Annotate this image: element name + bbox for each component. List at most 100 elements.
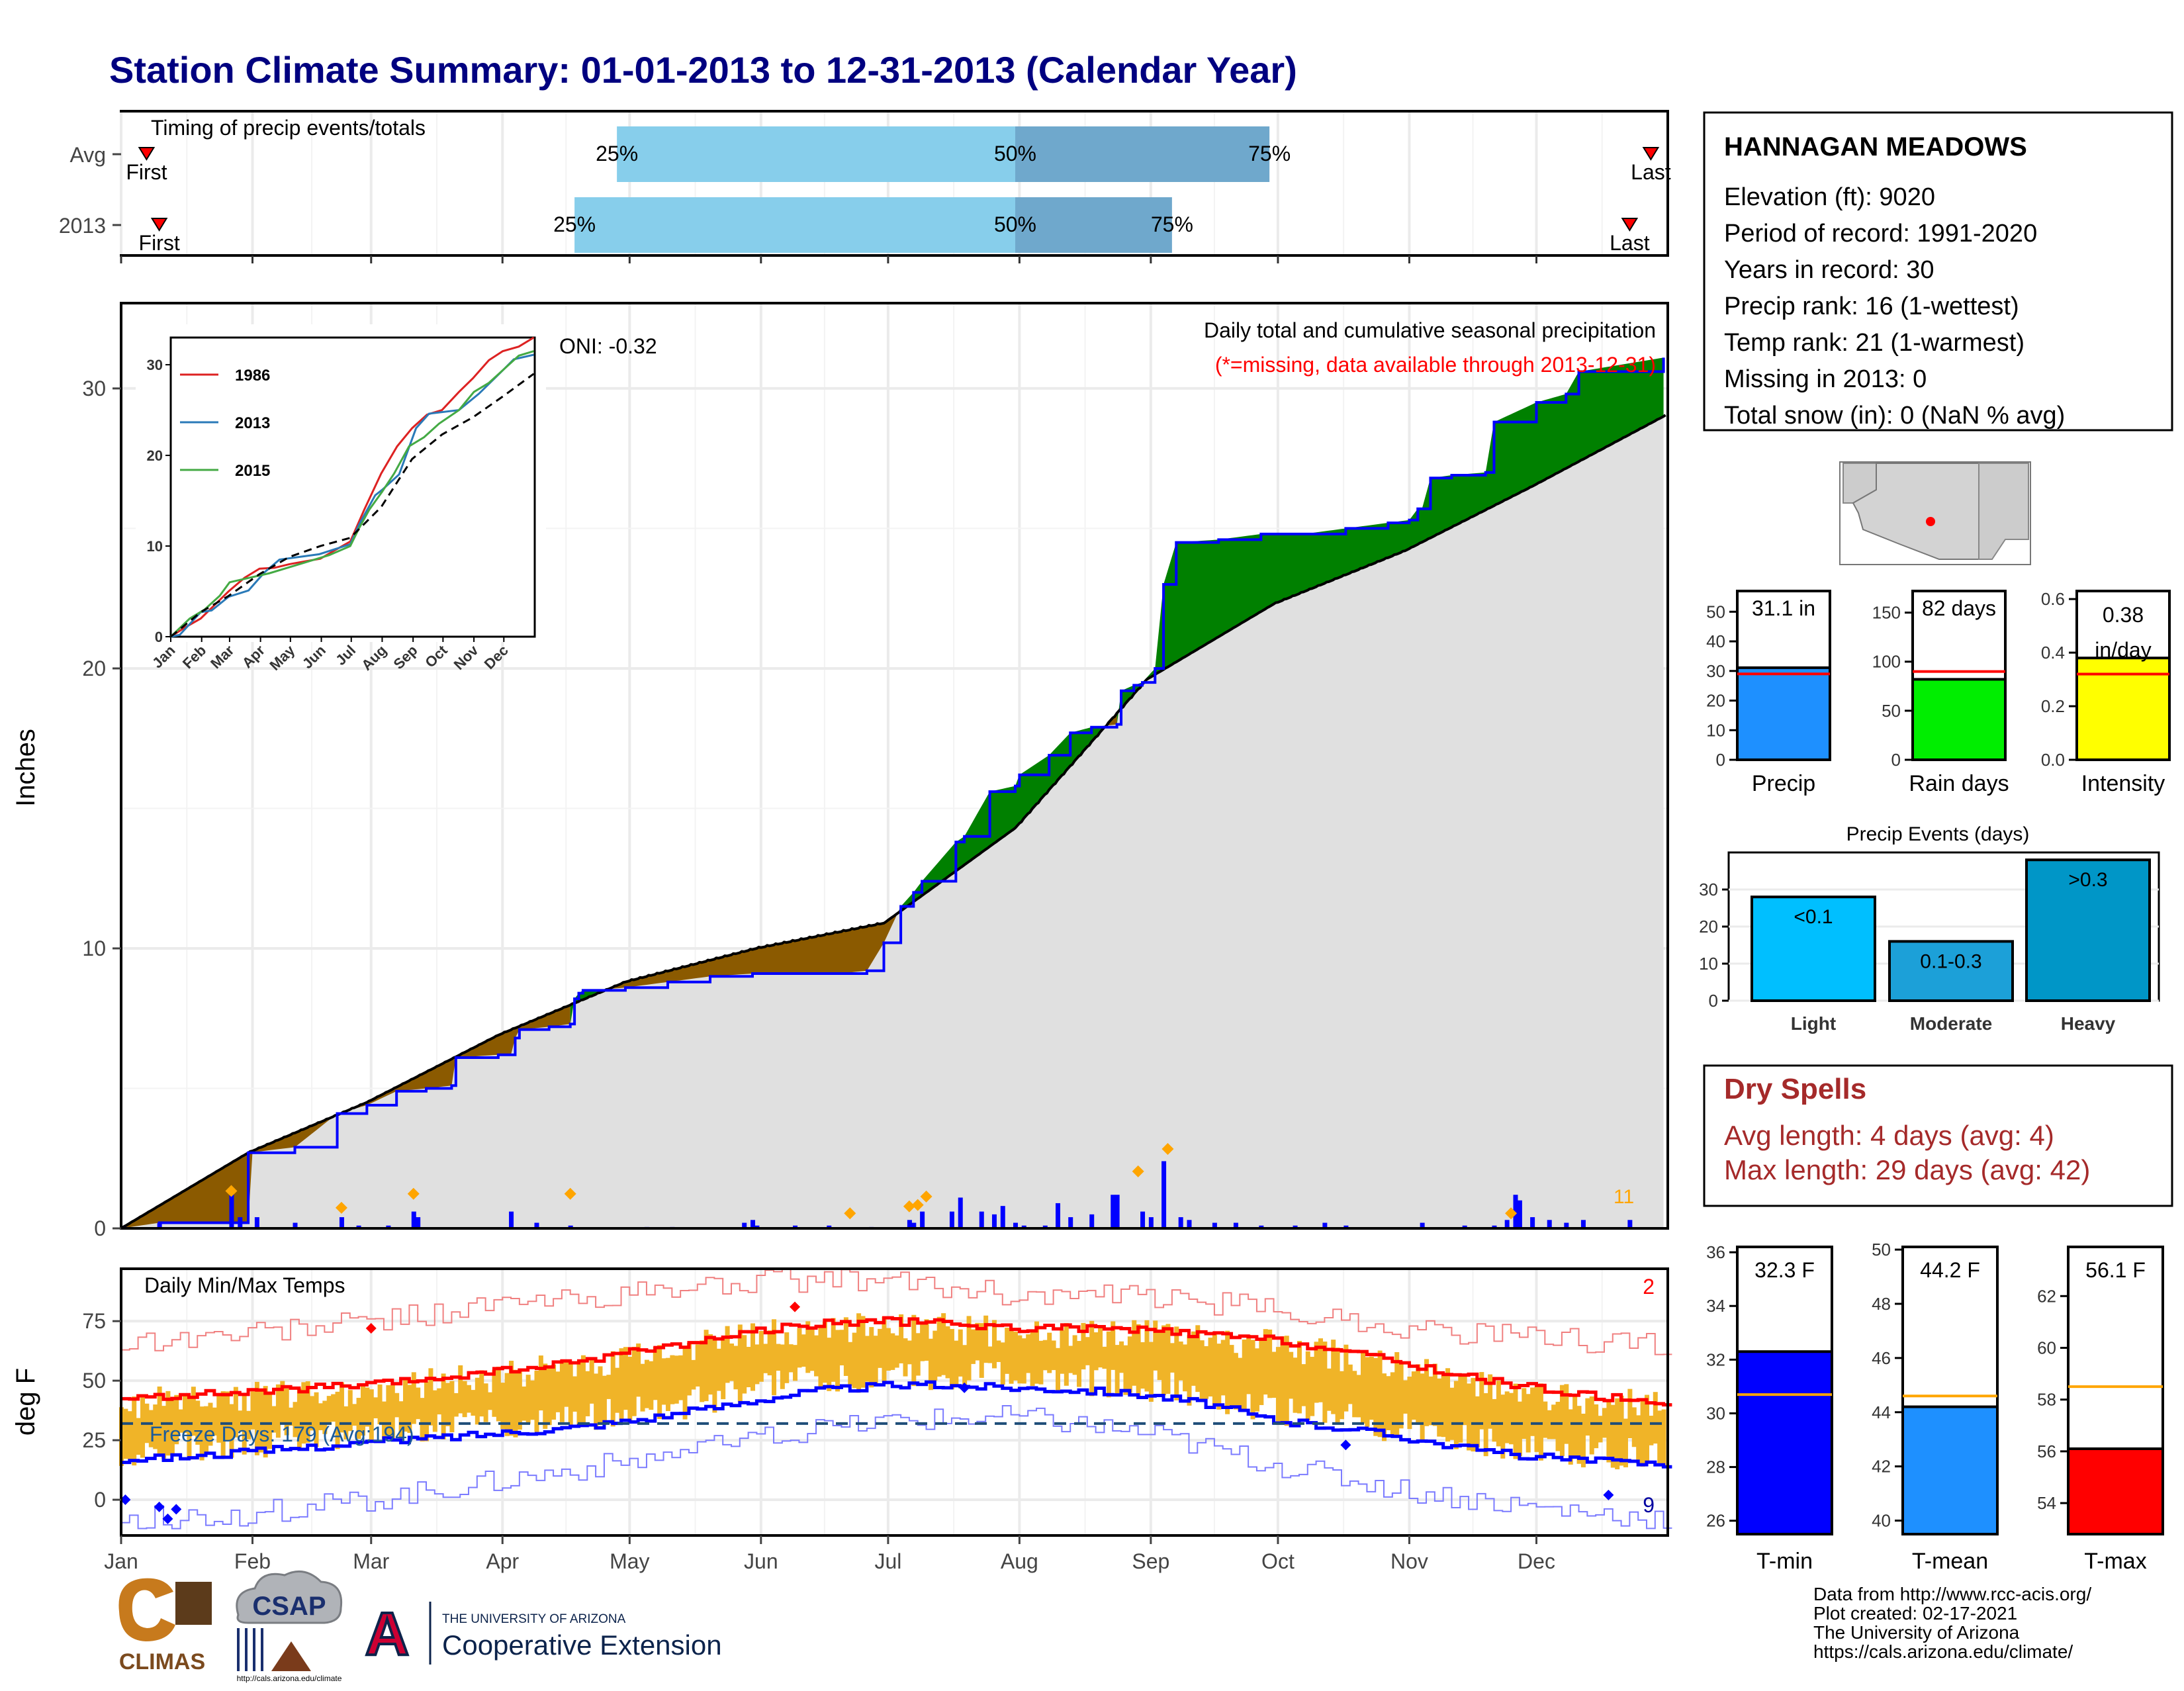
inset-y-tick-label: 20 [147, 447, 163, 464]
record-high-count: 2 [1643, 1275, 1655, 1299]
mini-bar-label: Intensity [2081, 771, 2165, 796]
daily-temp-range-bar [1564, 1384, 1569, 1444]
temp-bar-y-tick-label: 54 [2037, 1493, 2056, 1513]
daily-temp-range-bar [1513, 1383, 1518, 1459]
daily-temp-range-bar [254, 1381, 259, 1455]
climas-c-icon [118, 1578, 175, 1641]
inset-y-tick-label: 30 [147, 357, 163, 373]
daily-temp-range-bar [326, 1396, 332, 1425]
daily-precip-bar [157, 1222, 162, 1228]
record-precip-marker [335, 1201, 347, 1214]
daily-temp-range-bar [551, 1364, 557, 1420]
daily-precip-bar [1547, 1220, 1552, 1228]
inset-legend-label: 2013 [235, 414, 270, 432]
daily-temp-range-bar [788, 1344, 794, 1373]
daily-temp-range-bar [1543, 1401, 1548, 1438]
daily-precip-bar [229, 1189, 234, 1228]
daily-temp-range-bar [1467, 1383, 1472, 1451]
last-event-marker [1621, 218, 1639, 232]
month-axis: Jan Feb Mar Apr May Jun Jul Aug Sep Oct Nov Dec [104, 1535, 1555, 1573]
record-high-marker [365, 1322, 377, 1334]
daily-temp-range-bar [615, 1367, 620, 1413]
daily-temp-range-bar [1615, 1398, 1620, 1470]
mini-bar-value-label: 82 days [1922, 596, 1996, 620]
mini-bar-y-tick-label: 20 [1706, 691, 1725, 711]
daily-temp-range-bar [187, 1398, 192, 1460]
daily-temp-range-bar [1064, 1323, 1069, 1386]
daily-temp-range-bar [1174, 1326, 1179, 1400]
mini-bar-y-tick-label: 0.4 [2041, 643, 2065, 663]
daily-temp-range-bar [725, 1326, 730, 1383]
daily-temp-range-bar [1462, 1376, 1467, 1426]
observed-cumulative-line [121, 357, 1665, 1230]
daily-temp-range-bar [1153, 1320, 1158, 1371]
daily-temp-range-bar [1318, 1338, 1323, 1402]
daily-temp-range-bar [1347, 1364, 1353, 1404]
precip-y-tick-label: 0 [94, 1216, 106, 1240]
daily-temp-range-bar [483, 1383, 488, 1422]
daily-temp-range-bar [183, 1395, 188, 1434]
daily-temp-range-bar [1178, 1341, 1183, 1381]
station-info-box: HANNAGAN MEADOWS Elevation (ft): 9020 Per… [1703, 111, 2173, 432]
daily-temp-range-bar [1072, 1335, 1077, 1375]
daily-temp-range-bar [1191, 1331, 1196, 1386]
daily-temp-range-bar [707, 1334, 713, 1395]
timing-bar-25-50 [574, 197, 1015, 253]
record-low-marker [1603, 1489, 1614, 1500]
daily-temp-range-bar [1259, 1338, 1264, 1405]
daily-temp-range-bar [1267, 1329, 1273, 1398]
daily-temp-range-bar [678, 1355, 684, 1400]
daily-temp-range-bar [1568, 1409, 1573, 1465]
daily-temp-range-bar [1398, 1363, 1404, 1429]
page-title: Station Climate Summary: 01-01-2013 to 1… [109, 49, 1297, 91]
daily-temp-range-bar [517, 1369, 522, 1430]
daily-temp-range-bar [915, 1333, 921, 1376]
daily-temp-range-bar [949, 1329, 954, 1390]
temp-y-tick-label: 75 [82, 1309, 106, 1333]
daily-temp-range-bar [962, 1345, 968, 1388]
station-location-marker [1926, 517, 1935, 526]
csap-logo-text: CSAP [252, 1592, 326, 1621]
daily-precip-bar [1212, 1222, 1217, 1228]
mini-bar-y-tick-label: 40 [1706, 631, 1725, 651]
map-region-new-mexico [1978, 463, 2029, 560]
daily-temp-range-bar [1594, 1404, 1599, 1449]
daily-temp-range-bar [1437, 1378, 1442, 1437]
record-count-label: 11 [1614, 1186, 1634, 1208]
daily-temp-range-bar [1297, 1340, 1302, 1414]
daily-temp-range-bar [475, 1377, 480, 1425]
daily-temp-range-bar [488, 1392, 493, 1410]
temp-bar-y-tick-label: 50 [1872, 1240, 1891, 1259]
timing-bar-50-75 [1015, 126, 1270, 182]
daily-temp-range-bar [305, 1381, 310, 1443]
record-low-marker [1340, 1440, 1351, 1451]
daily-temp-range-bar [1441, 1375, 1446, 1438]
daily-temp-range-bar [229, 1404, 234, 1458]
daily-temp-range-bar [1661, 1409, 1666, 1469]
daily-temp-range-bar [640, 1363, 645, 1412]
timing-row-avg: 25% 50% 75% First Last Avg [69, 126, 1671, 184]
temp-bar-label: T-max [2084, 1549, 2146, 1574]
daily-precip-bar [1564, 1222, 1569, 1228]
daily-temp-range-bar [890, 1333, 895, 1370]
timing-50-label: 50% [994, 212, 1036, 236]
daily-precip-bar [1420, 1222, 1425, 1228]
daily-precip-bar [1627, 1220, 1633, 1228]
daily-temp-range-bar [933, 1330, 938, 1381]
record-low-marker [120, 1494, 131, 1506]
temp-y-axis: 0 25 50 75 [82, 1309, 121, 1512]
daily-temp-range-bar [649, 1361, 654, 1410]
precip-y-label: Inches [11, 729, 40, 807]
csap-cloud-icon [236, 1570, 343, 1624]
daily-temp-range-bar [1199, 1340, 1205, 1400]
daily-precip-bar [793, 1225, 798, 1228]
surplus-area [896, 725, 1105, 916]
ua-top-text: THE UNIVERSITY OF ARIZONA [442, 1612, 626, 1626]
month-label: Mar [353, 1549, 389, 1573]
timing-row-label: 2013 [59, 214, 106, 238]
temp-bar-y-tick-label: 30 [1706, 1403, 1725, 1423]
daily-temp-range-bar [1123, 1345, 1128, 1395]
daily-temp-range-bar [356, 1398, 361, 1440]
